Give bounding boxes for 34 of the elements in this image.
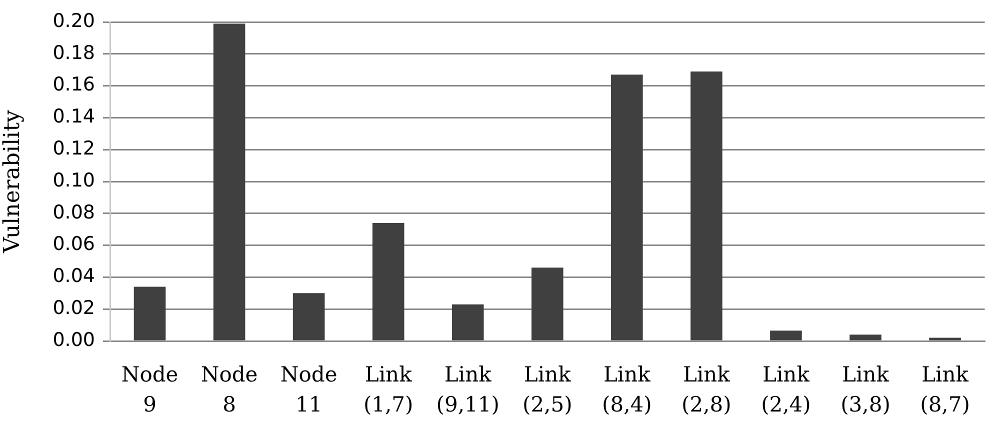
y-tick-label: 0.20 bbox=[52, 10, 95, 32]
y-tick-label: 0.08 bbox=[52, 201, 95, 224]
x-tick-label: Node 11 bbox=[280, 362, 338, 416]
bar bbox=[690, 71, 722, 340]
y-tick-label: 0.16 bbox=[52, 74, 95, 96]
bar bbox=[292, 293, 325, 340]
y-tick-label: 0.14 bbox=[52, 106, 95, 128]
bar bbox=[372, 222, 404, 340]
x-tick-label: Link (3,8) bbox=[840, 362, 890, 416]
x-tick-label: Link (1,7) bbox=[363, 362, 414, 416]
bar bbox=[850, 334, 882, 340]
y-tick-label: 0.00 bbox=[52, 328, 95, 351]
x-tick-label: Node 9 bbox=[121, 362, 178, 416]
y-tick-label: 0.04 bbox=[52, 265, 95, 288]
bar bbox=[611, 74, 643, 340]
bar bbox=[929, 338, 961, 340]
y-tick-label: 0.12 bbox=[52, 138, 95, 160]
y-tick-label: 0.06 bbox=[52, 233, 95, 256]
y-tick-label: 0.02 bbox=[52, 297, 95, 320]
x-tick-label: Link (8,4) bbox=[602, 362, 652, 416]
x-tick-label: Link (2,4) bbox=[761, 362, 811, 416]
x-tick-label: Link (2,5) bbox=[522, 362, 572, 416]
y-tick-label: 0.18 bbox=[52, 42, 95, 64]
x-tick-label: Link (9,11) bbox=[436, 362, 500, 416]
x-tick-label: Node 8 bbox=[200, 362, 258, 416]
bar bbox=[770, 330, 802, 340]
x-tick-label: Link (2,8) bbox=[682, 362, 732, 416]
y-tick-label: 0.10 bbox=[52, 169, 95, 192]
bar bbox=[452, 304, 484, 340]
x-tick-label: Link (8,7) bbox=[920, 362, 970, 416]
bar bbox=[213, 24, 246, 340]
y-axis-title: Vulnerability bbox=[0, 109, 25, 254]
bar bbox=[531, 268, 564, 340]
bar bbox=[134, 286, 166, 340]
